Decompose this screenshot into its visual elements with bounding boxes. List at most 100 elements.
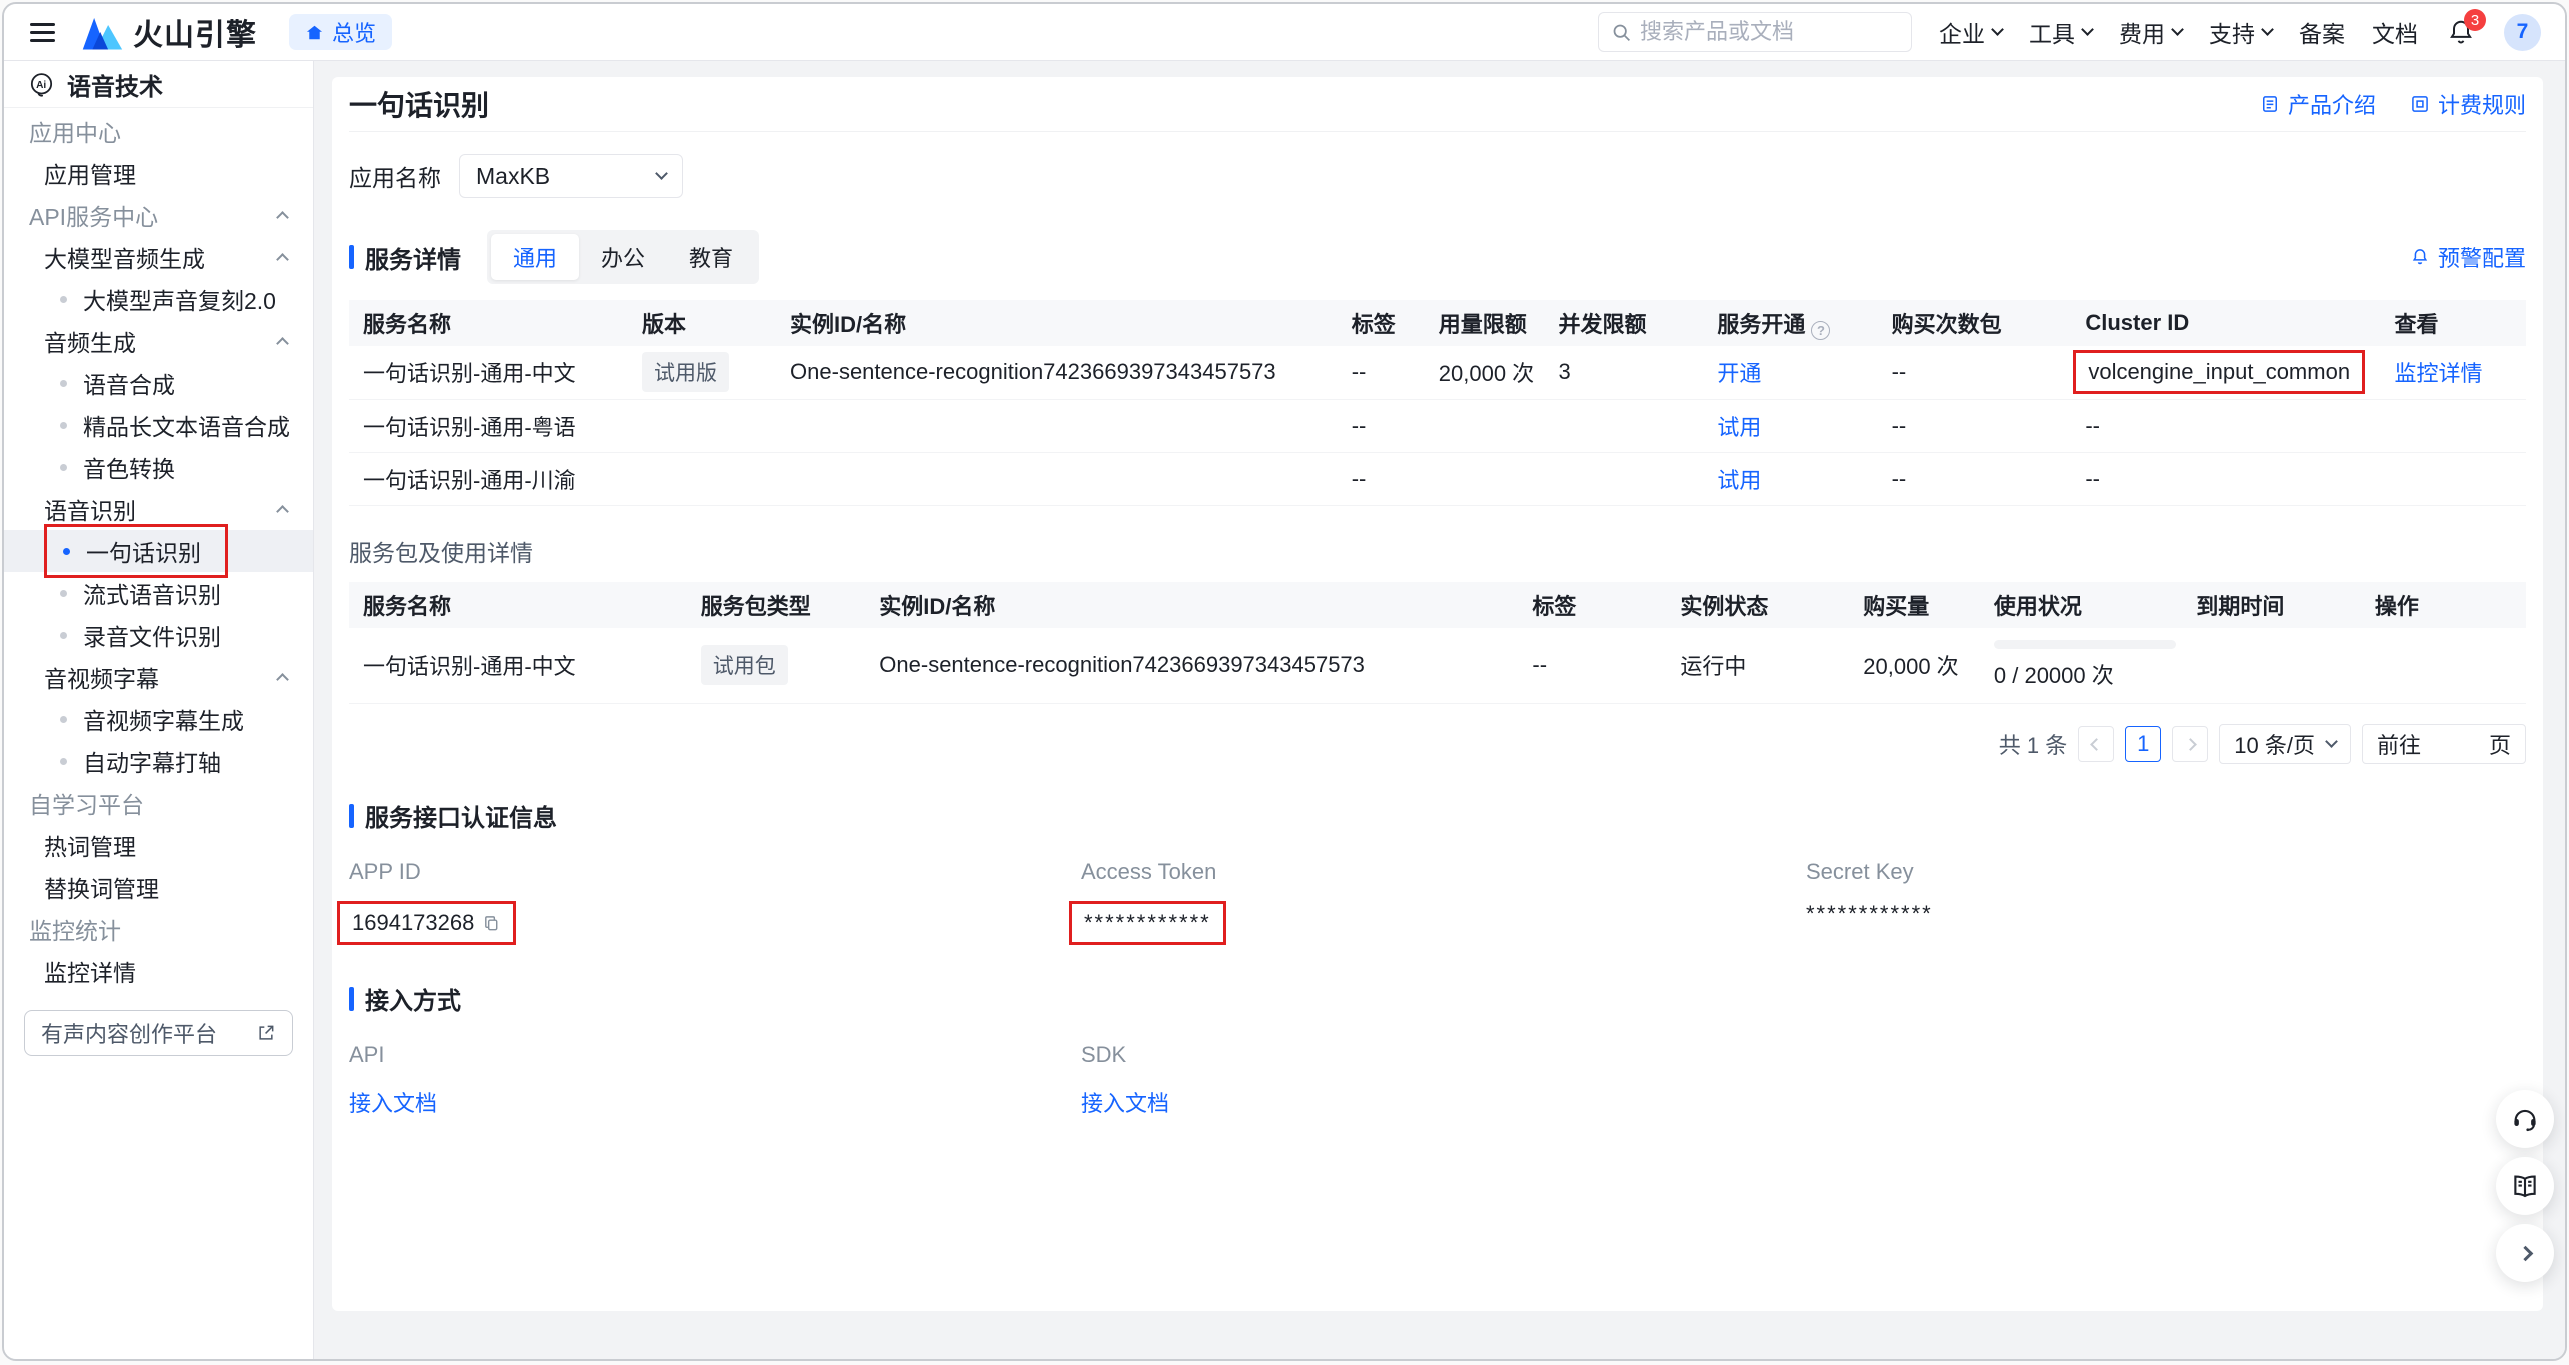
sidebar-item-longtext-tts[interactable]: 精品长文本语音合成 bbox=[4, 404, 313, 446]
trial-link[interactable]: 试用 bbox=[1717, 467, 1762, 493]
tag-cell: -- bbox=[1522, 627, 1671, 704]
tab-general[interactable]: 通用 bbox=[491, 234, 580, 280]
sidebar-item-voice-conversion[interactable]: 音色转换 bbox=[4, 446, 313, 488]
tab-office[interactable]: 办公 bbox=[601, 246, 646, 271]
activate-link[interactable]: 开通 bbox=[1717, 361, 1762, 387]
tab-education[interactable]: 教育 bbox=[689, 246, 734, 271]
search-box[interactable] bbox=[1598, 12, 1928, 52]
audio-content-platform-button[interactable]: 有声内容创作平台 bbox=[24, 1010, 293, 1056]
bullet-icon bbox=[60, 295, 67, 303]
collapse-icon[interactable] bbox=[276, 211, 289, 224]
customer-service-button[interactable] bbox=[2496, 1090, 2554, 1148]
bullet-icon bbox=[60, 757, 67, 765]
usage-progress-bar bbox=[1993, 640, 2176, 650]
sidebar-group-llm-audio-gen[interactable]: 大模型音频生成 bbox=[4, 236, 313, 278]
sdk-label: SDK bbox=[1081, 1042, 1127, 1067]
col-purchased: 购买量 bbox=[1853, 581, 1984, 628]
sidebar-item-one-sentence-recognition[interactable]: 一句话识别 bbox=[4, 524, 313, 578]
sdk-doc-link[interactable]: 接入文档 bbox=[1081, 1091, 1170, 1116]
brand-logo[interactable]: 火山引擎 bbox=[81, 10, 257, 54]
nav-support[interactable]: 支持 bbox=[2209, 15, 2274, 49]
prev-page-button[interactable] bbox=[2078, 726, 2115, 762]
nav-docs[interactable]: 文档 bbox=[2372, 21, 2418, 47]
product-intro-link[interactable]: 产品介绍 bbox=[2260, 88, 2376, 120]
goto-page-input[interactable] bbox=[2432, 731, 2477, 757]
sidebar-group-audio-gen[interactable]: 音频生成 bbox=[4, 320, 313, 362]
collapse-icon[interactable] bbox=[276, 337, 289, 350]
search-input[interactable] bbox=[1640, 19, 1928, 45]
nav-billing[interactable]: 费用 bbox=[2119, 15, 2184, 49]
sidebar-item-replacement-management[interactable]: 替换词管理 bbox=[44, 876, 159, 902]
bullet-icon bbox=[60, 379, 67, 387]
sidebar-section-api-center[interactable]: API服务中心 bbox=[4, 194, 313, 236]
notification-bell-icon[interactable]: 3 bbox=[2445, 9, 2486, 48]
access-method-title: 接入方式 bbox=[349, 981, 2526, 1016]
sidebar-item-auto-subtitle-timing[interactable]: 自动字幕打轴 bbox=[4, 740, 313, 782]
app-id-label: APP ID bbox=[349, 859, 421, 884]
cluster-id-value: volcengine_input_common bbox=[2088, 359, 2351, 385]
sidebar-item-app-management[interactable]: 应用管理 bbox=[44, 162, 136, 188]
app-name-select[interactable]: MaxKB bbox=[459, 154, 683, 198]
package-cell: -- bbox=[1881, 346, 2076, 400]
sidebar-item-hotword-management[interactable]: 热词管理 bbox=[44, 834, 136, 860]
alert-config-link[interactable]: 预警配置 bbox=[2410, 241, 2526, 273]
sidebar-item-monitoring-detail[interactable]: 监控详情 bbox=[44, 960, 136, 986]
sidebar-group-subtitles[interactable]: 音视频字幕 bbox=[4, 656, 313, 698]
col-instance: 实例ID/名称 bbox=[780, 300, 1342, 346]
sidebar-item-streaming-asr[interactable]: 流式语音识别 bbox=[4, 572, 313, 614]
trial-package-badge: 试用包 bbox=[700, 645, 788, 686]
search-icon bbox=[1611, 22, 1632, 43]
access-method-section: 接入方式 API 接入文档 SDK 接入文档 bbox=[349, 981, 2526, 1118]
user-avatar[interactable]: 7 bbox=[2504, 13, 2541, 51]
sidebar-group-asr[interactable]: 语音识别 bbox=[4, 488, 313, 530]
api-label: API bbox=[349, 1042, 385, 1067]
page-size-select[interactable]: 10 条/页 bbox=[2219, 724, 2351, 764]
auth-info-title: 服务接口认证信息 bbox=[349, 798, 2526, 833]
current-page-button[interactable]: 1 bbox=[2125, 726, 2162, 762]
service-name-cell: 一句话识别-通用-川渝 bbox=[349, 452, 632, 506]
collapse-icon[interactable] bbox=[276, 673, 289, 686]
floating-buttons bbox=[2496, 1090, 2554, 1282]
cluster-id-cell: -- bbox=[2075, 452, 2385, 506]
sidebar-item-tts[interactable]: 语音合成 bbox=[4, 362, 313, 404]
usage-text: 0 / 20000 次 bbox=[1993, 663, 2114, 689]
bullet-icon bbox=[60, 463, 67, 471]
overview-badge[interactable]: 总览 bbox=[289, 14, 393, 50]
sidebar-item-subtitle-generation[interactable]: 音视频字幕生成 bbox=[4, 698, 313, 740]
nav-icp[interactable]: 备案 bbox=[2299, 21, 2345, 47]
copy-icon[interactable] bbox=[482, 914, 501, 933]
service-detail-title: 服务详情 bbox=[349, 240, 461, 275]
collapse-panel-button[interactable] bbox=[2496, 1224, 2554, 1282]
package-row: 一句话识别-通用-中文 试用包 One-sentence-recognition… bbox=[349, 627, 2526, 704]
nav-enterprise[interactable]: 企业 bbox=[1939, 15, 2004, 49]
trial-link[interactable]: 试用 bbox=[1717, 414, 1762, 440]
col-service-name: 服务名称 bbox=[349, 300, 632, 346]
help-icon[interactable]: ? bbox=[1811, 320, 1831, 340]
package-cell: -- bbox=[1881, 452, 2076, 506]
documentation-button[interactable] bbox=[2496, 1157, 2554, 1215]
tag-cell: -- bbox=[1341, 346, 1429, 400]
service-name-cell: 一句话识别-通用-粤语 bbox=[349, 399, 632, 453]
nav-tools[interactable]: 工具 bbox=[2029, 15, 2094, 49]
api-doc-link[interactable]: 接入文档 bbox=[349, 1091, 438, 1116]
col-package: 购买次数包 bbox=[1881, 300, 2076, 346]
tag-cell: -- bbox=[1341, 452, 1429, 506]
sidebar-item-file-asr[interactable]: 录音文件识别 bbox=[4, 614, 313, 656]
svg-text:Ai: Ai bbox=[36, 79, 46, 90]
hamburger-menu-icon[interactable] bbox=[30, 22, 55, 42]
next-page-button[interactable] bbox=[2172, 726, 2209, 762]
collapse-icon[interactable] bbox=[276, 505, 289, 518]
secret-key-label: Secret Key bbox=[1806, 859, 1914, 884]
chevron-down-icon bbox=[2325, 735, 2338, 748]
access-token-label: Access Token bbox=[1081, 859, 1217, 884]
monitoring-detail-link[interactable]: 监控详情 bbox=[2394, 361, 2483, 387]
volcengine-logo-icon bbox=[81, 14, 123, 50]
usage-cell: 0 / 20000 次 bbox=[1993, 640, 2176, 690]
sidebar-item-voice-clone[interactable]: 大模型声音复刻2.0 bbox=[4, 278, 313, 320]
pagination-total: 共 1 条 bbox=[1998, 733, 2068, 758]
top-header: 火山引擎 总览 企业 工具 费用 支持 备案 文档 bbox=[4, 4, 2565, 61]
service-detail-header: 服务详情 通用 办公 教育 预警配置 bbox=[349, 230, 2526, 284]
collapse-icon[interactable] bbox=[276, 253, 289, 266]
billing-rules-link[interactable]: 计费规则 bbox=[2410, 88, 2526, 120]
book-icon bbox=[2510, 1171, 2540, 1201]
